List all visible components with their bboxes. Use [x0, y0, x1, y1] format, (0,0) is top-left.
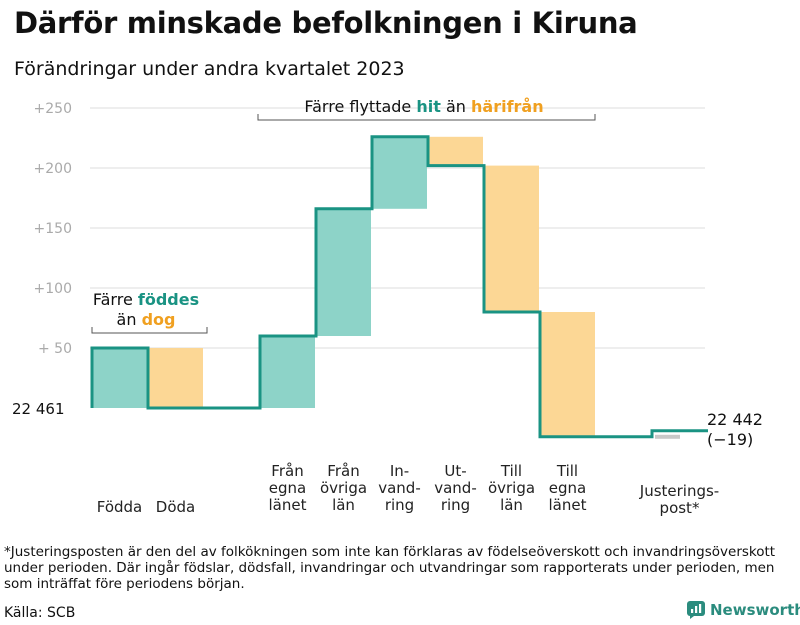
annotation-bracket [257, 114, 596, 121]
category-label: vand- [434, 479, 477, 497]
category-label: post* [660, 499, 700, 517]
y-tick-label: +100 [34, 281, 72, 297]
footnote: *Justeringsposten är den del av folkökni… [4, 544, 776, 592]
annotation-highlight: dog [142, 310, 176, 329]
annotation-migration: Färre flyttade hit än härifrån [304, 97, 543, 116]
brand: Newsworthy [687, 601, 800, 619]
category-label: Från [271, 462, 303, 480]
brand-name: Newsworthy [710, 601, 800, 619]
category-label: Döda [156, 498, 195, 516]
page-title: Därför minskade befolkningen i Kiruna [14, 6, 638, 40]
category-label: länet [549, 496, 587, 514]
page-subtitle: Förändringar under andra kvartalet 2023 [14, 58, 405, 80]
category-label: ring [385, 496, 414, 514]
category-label: Födda [97, 498, 143, 516]
waterfall-bar [316, 208, 371, 336]
waterfall-bar [260, 336, 315, 408]
waterfall-bar [148, 348, 203, 408]
category-label: övriga [488, 479, 535, 497]
category-label: Till [556, 462, 578, 480]
waterfall-bar [372, 136, 427, 209]
y-tick-label: +250 [34, 101, 72, 117]
waterfall-bar [428, 136, 483, 166]
category-label: Justerings- [639, 482, 719, 500]
category-label: Från [327, 462, 359, 480]
category-label: övriga [320, 479, 367, 497]
category-label: länet [269, 496, 307, 514]
waterfall-bar [655, 434, 680, 439]
category-label: egna [269, 479, 306, 497]
start-value-label: 22 461 [12, 400, 65, 418]
category-label: vand- [378, 479, 421, 497]
annotation-highlight: hit [416, 97, 441, 116]
end-value-label: 22 442 [707, 410, 763, 429]
waterfall-bar [484, 165, 539, 312]
newsworthy-logo-icon [687, 601, 705, 619]
waterfall-bar [92, 348, 147, 408]
annotation-highlight: härifrån [471, 97, 544, 116]
category-label: län [500, 496, 523, 514]
annotation-bracket [91, 327, 208, 334]
waterfall-bar [540, 312, 595, 437]
category-label: egna [549, 479, 586, 497]
category-label: Till [500, 462, 522, 480]
annotation-births-line2: än dog [117, 310, 176, 329]
category-label: län [332, 496, 355, 514]
annotation-births-line1: Färre föddes [93, 290, 199, 309]
annotation-highlight: föddes [138, 290, 199, 309]
end-value-label: (−19) [707, 430, 753, 449]
running-total-line [90, 135, 708, 439]
category-label: ring [441, 496, 470, 514]
category-label: In- [390, 462, 409, 480]
category-label: Ut- [444, 462, 466, 480]
source-label: Källa: SCB [4, 605, 76, 621]
y-tick-label: +150 [34, 221, 72, 237]
y-tick-label: + 50 [38, 341, 72, 357]
y-tick-label: +200 [34, 161, 72, 177]
